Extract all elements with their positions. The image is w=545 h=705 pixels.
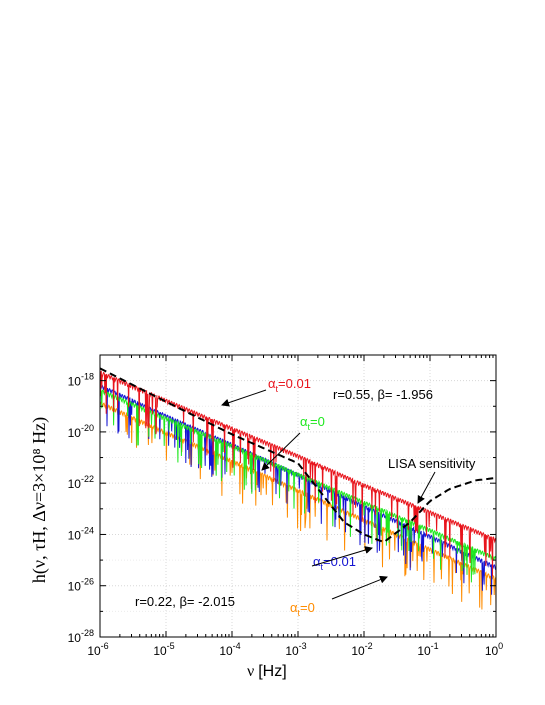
x-tick-label: 10-4 xyxy=(219,641,240,658)
x-axis-title: ν [Hz] xyxy=(247,663,287,680)
x-tick-label: 10-6 xyxy=(87,641,108,658)
y-axis-title: h(ν, τH, Δν=3×10⁸ Hz) xyxy=(29,417,50,583)
annotation-arrow xyxy=(261,432,301,471)
series-group xyxy=(99,367,497,610)
lisa-arrow xyxy=(417,471,436,504)
alpha-label: αt=0.01 xyxy=(268,376,311,394)
annotations: αt=0.01 αt=0 αt=0.01 αt=0 xyxy=(221,376,436,618)
alpha-label: αt=0.01 xyxy=(313,554,356,572)
series-param-label: r=0.55, β= -1.956 xyxy=(333,387,433,402)
axis-ticks xyxy=(99,355,497,638)
x-tick-label: 10-1 xyxy=(417,641,438,658)
y-tick-label: 10-28 xyxy=(68,628,94,645)
series-param-label: r=0.22, β= -2.015 xyxy=(135,594,235,609)
x-tick-label: 10-3 xyxy=(285,641,306,658)
y-tick-label: 10-26 xyxy=(68,577,94,594)
lisa-sensitivity-line xyxy=(99,367,497,543)
y-tick-label: 10-24 xyxy=(68,525,94,542)
x-tick-label: 100 xyxy=(485,641,503,658)
series-line xyxy=(99,370,497,577)
series-line xyxy=(99,388,497,583)
annotation-arrow xyxy=(331,575,388,600)
x-tick-label: 10-5 xyxy=(153,641,174,658)
y-tick-label: 10-22 xyxy=(68,474,94,491)
series-line xyxy=(99,401,497,610)
lisa-label: LISA sensitivity xyxy=(388,456,476,471)
y-tick-label: 10-18 xyxy=(68,372,94,389)
annotation-arrow xyxy=(221,389,267,407)
tick-labels: 10-6 10-5 10-4 10-3 10-2 10-1 100 10-18 10-20 10-… xyxy=(68,372,504,658)
x-tick-label: 10-2 xyxy=(351,641,372,658)
alpha-label: αt=0 xyxy=(290,600,315,618)
y-tick-label: 10-20 xyxy=(68,423,94,440)
alpha-label: αt=0 xyxy=(300,414,325,432)
annotation-arrow xyxy=(311,546,373,567)
